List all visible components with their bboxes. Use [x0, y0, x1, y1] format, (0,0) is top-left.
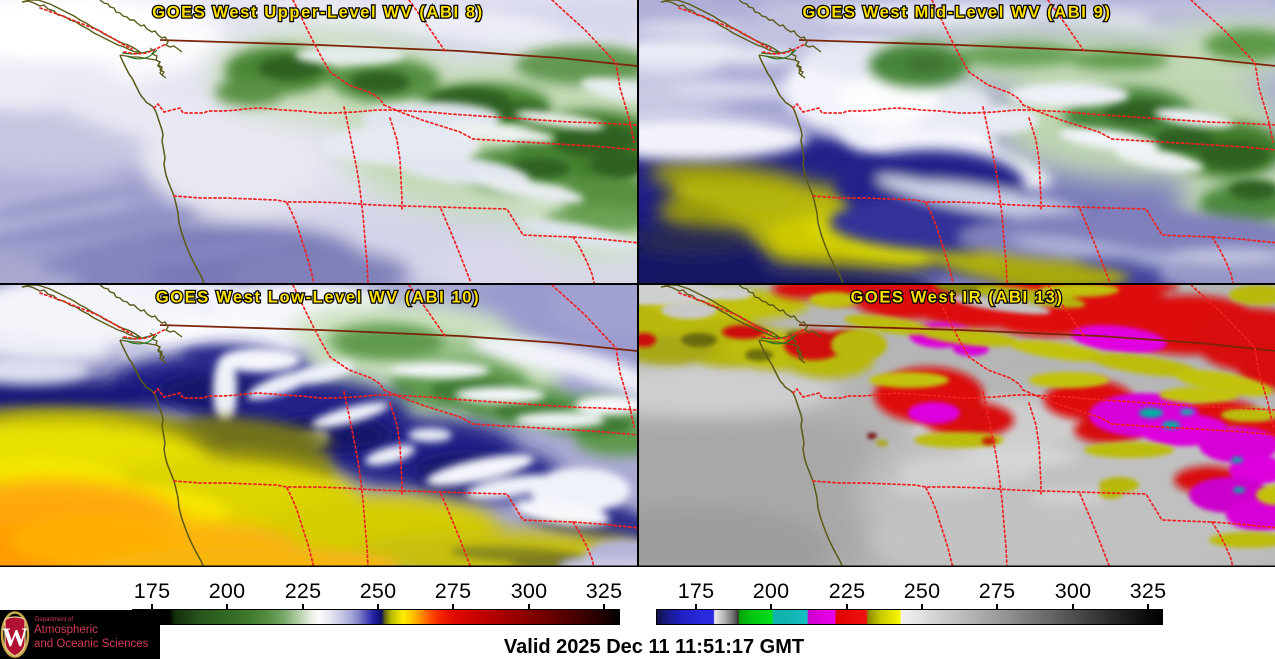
- svg-text:GOES West Upper-Level WV (ABI: GOES West Upper-Level WV (ABI 8): [152, 4, 483, 22]
- svg-text:Atmospheric: Atmospheric: [34, 624, 98, 636]
- svg-text:GOES West IR (ABI 13): GOES West IR (ABI 13): [851, 289, 1064, 307]
- svg-text:Department of: Department of: [35, 617, 73, 623]
- svg-text:GOES West Low-Level WV (ABI 10: GOES West Low-Level WV (ABI 10): [156, 289, 480, 307]
- svg-text:W: W: [2, 623, 28, 652]
- svg-text:GOES West Mid-Level WV (ABI 9): GOES West Mid-Level WV (ABI 9): [803, 4, 1112, 22]
- svg-text:and Oceanic Sciences: and Oceanic Sciences: [34, 638, 149, 650]
